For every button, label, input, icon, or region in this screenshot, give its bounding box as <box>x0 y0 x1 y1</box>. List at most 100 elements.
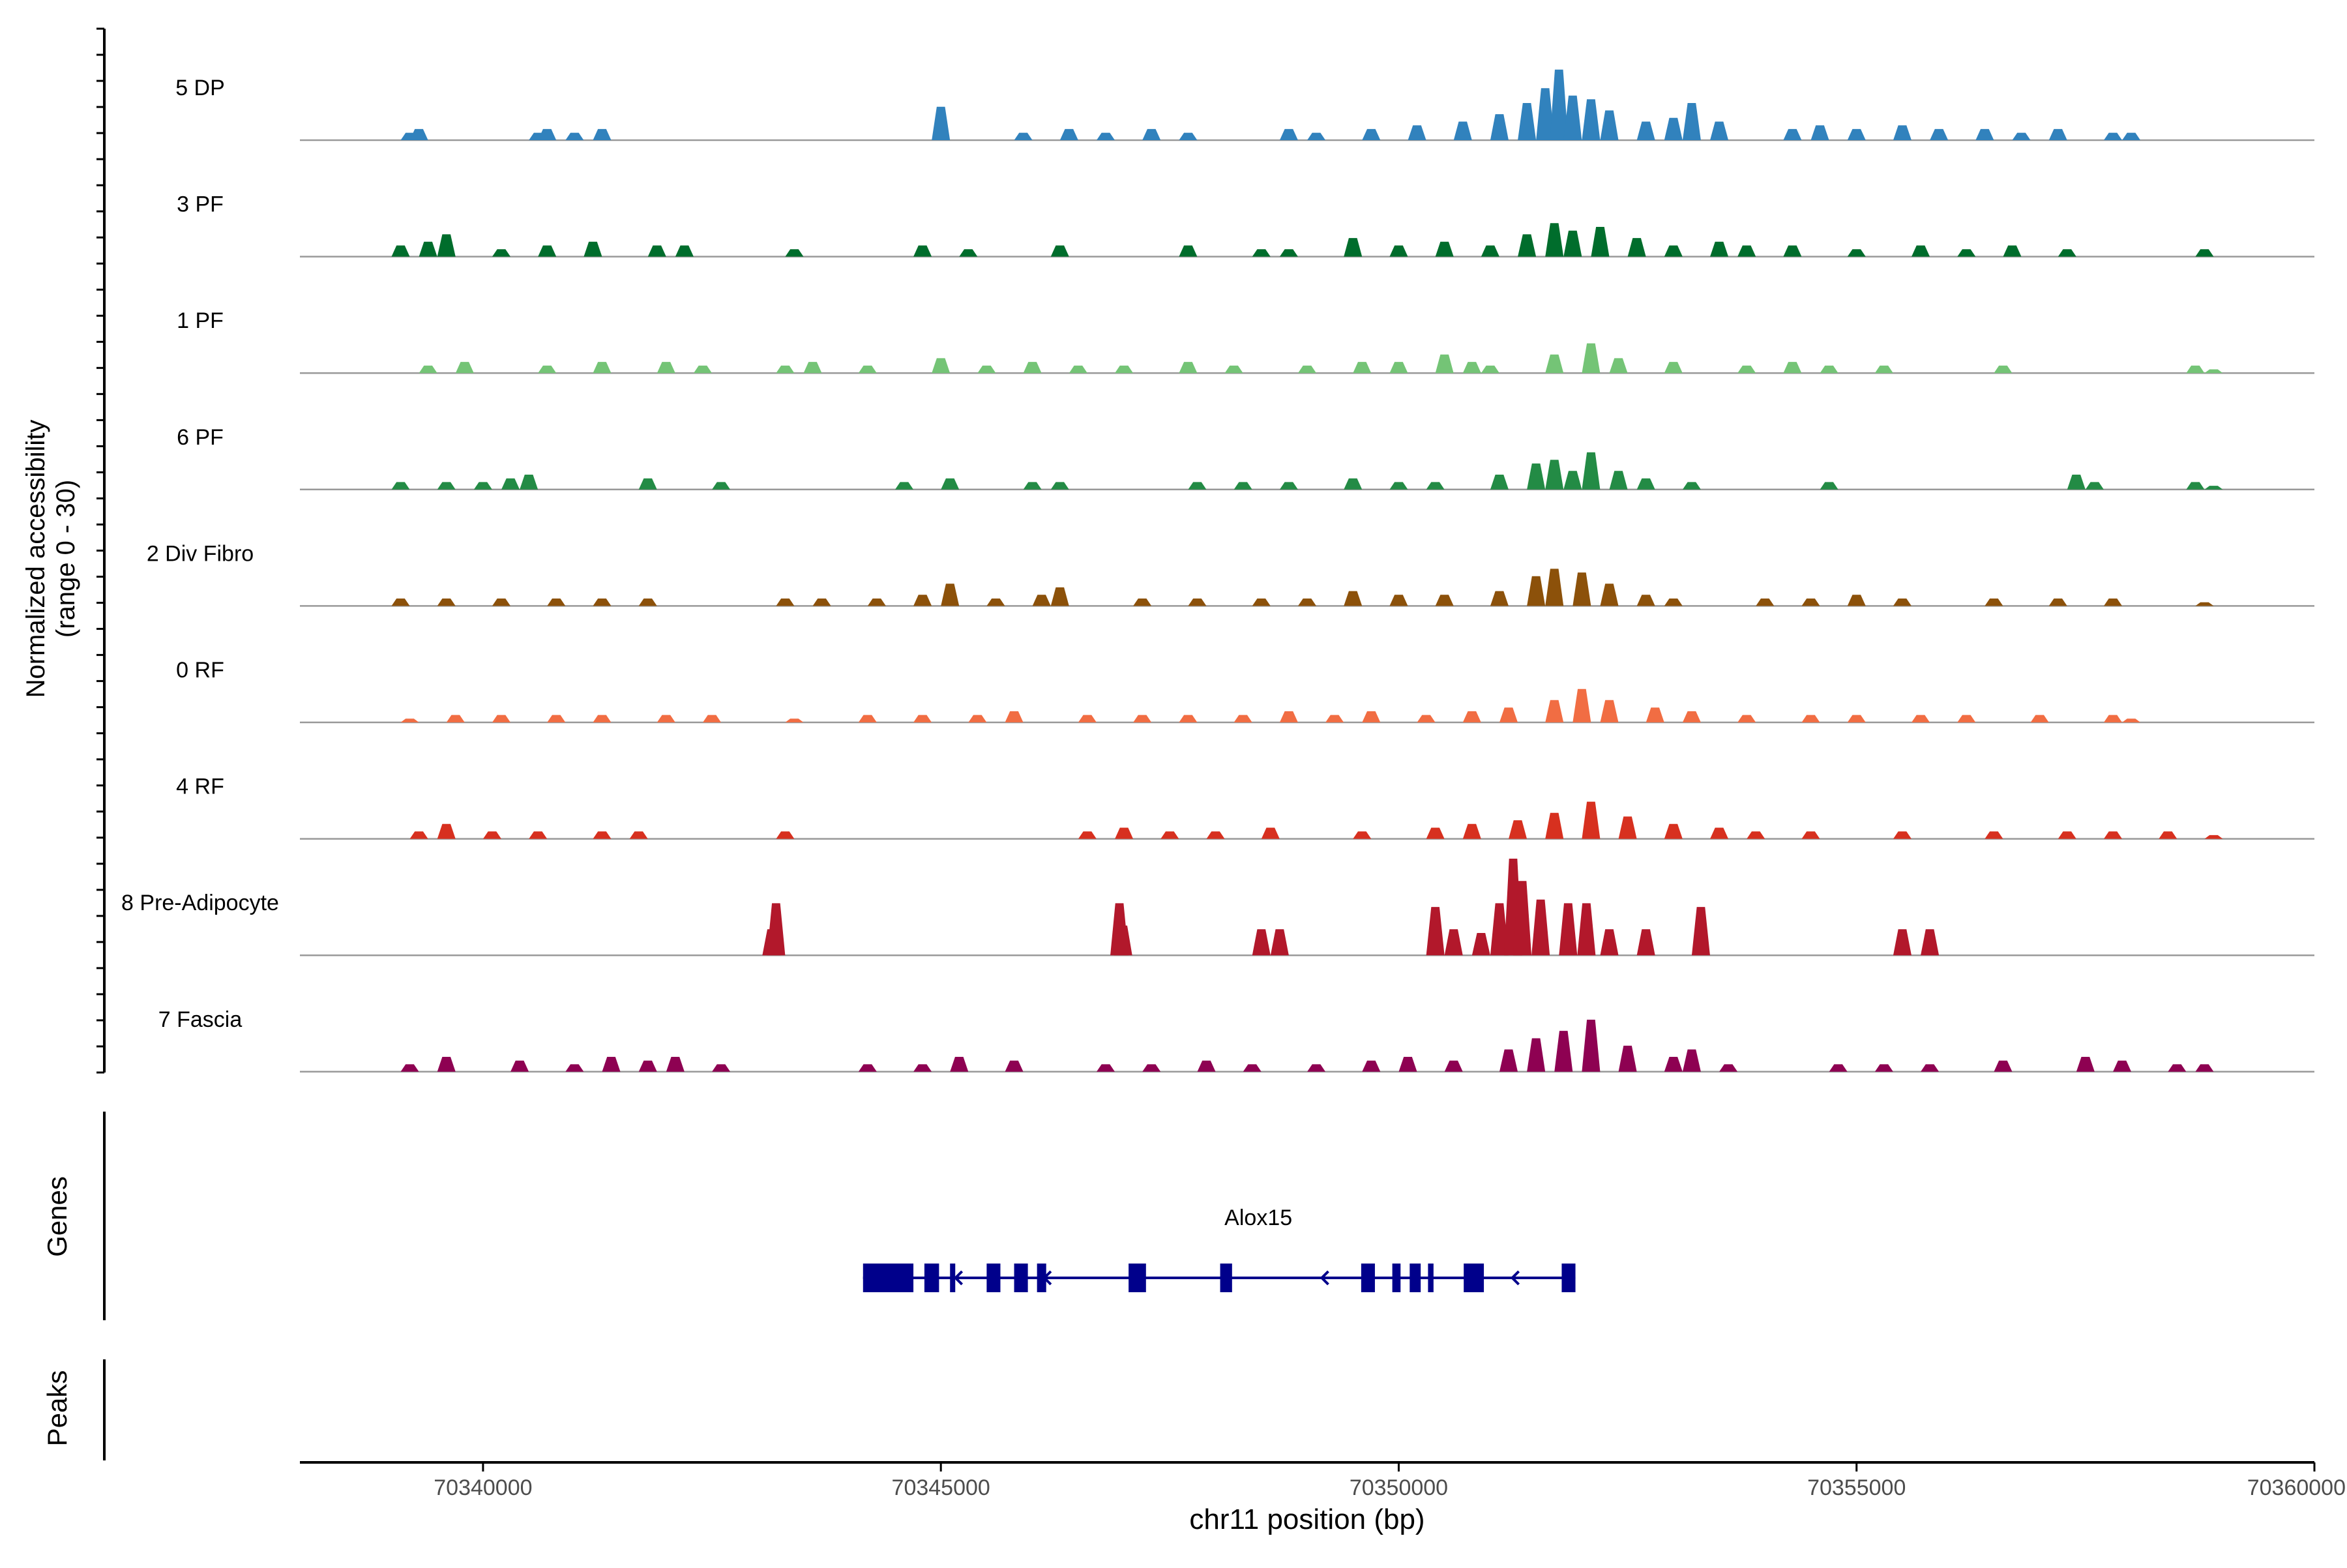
coverage-peak <box>1545 569 1564 606</box>
coverage-peak <box>1582 343 1601 374</box>
coverage-peak <box>2003 245 2022 257</box>
coverage-peak <box>1737 245 1756 257</box>
coverage-peak <box>1453 121 1472 140</box>
coverage-peak <box>785 718 804 722</box>
coverage-peak <box>2113 1060 2132 1072</box>
x-tick-label: 70345000 <box>892 1475 990 1500</box>
coverage-peak <box>1563 230 1582 257</box>
coverage-peak <box>1298 599 1316 606</box>
coverage-peak <box>1398 1057 1417 1072</box>
track-label: 1 PF <box>177 308 224 333</box>
coverage-peak <box>1005 1060 1024 1072</box>
coverage-peak <box>1298 365 1316 374</box>
coverage-peak <box>473 482 492 490</box>
coverage-peak <box>437 823 456 839</box>
coverage-peak <box>941 478 960 490</box>
coverage-peak <box>1353 831 1372 839</box>
strand-arrow <box>1510 1270 1520 1286</box>
coverage-peak <box>1957 249 1976 257</box>
coverage-peak <box>703 715 722 722</box>
coverage-peak <box>1930 128 1949 140</box>
coverage-peak <box>950 1057 969 1072</box>
coverage-peak <box>785 249 804 257</box>
coverage-tracks: 5 DP 3 PF 1 PF 6 PF 2 Div Fibro 0 RF 4 RF 8 Pre… <box>121 69 2314 1073</box>
coverage-peak <box>1912 245 1930 257</box>
coverage-peak <box>1664 245 1683 257</box>
coverage-peak <box>1481 245 1499 257</box>
coverage-peak <box>492 715 510 722</box>
coverage-peak <box>1664 117 1683 140</box>
track-8-pre-adipocyte: 8 Pre-Adipocyte <box>121 859 2314 956</box>
coverage-peak <box>1279 128 1298 140</box>
strand-arrow <box>953 1270 964 1286</box>
coverage-peak <box>895 482 913 490</box>
coverage-peak <box>1307 1064 1326 1072</box>
coverage-peak <box>1142 1064 1161 1072</box>
x-axis: 70340000 70345000 70350000 70355000 70360000 <box>300 1461 2346 1500</box>
coverage-peak <box>1847 715 1866 722</box>
coverage-peak <box>1747 831 1765 839</box>
coverage-peak <box>1545 460 1564 490</box>
coverage-peak <box>1188 599 1207 606</box>
coverage-peak <box>1389 362 1408 374</box>
coverage-peak <box>419 241 437 257</box>
gene-exon <box>950 1264 956 1292</box>
coverage-peak <box>1572 688 1591 722</box>
coverage-peak <box>520 475 539 490</box>
coverage-peak <box>867 599 886 606</box>
coverage-peak <box>1600 110 1619 140</box>
coverage-peak <box>593 362 612 374</box>
coverage-peak <box>1279 249 1298 257</box>
coverage-peak <box>1499 1049 1518 1072</box>
coverage-peak <box>2067 475 2086 490</box>
coverage-peak <box>2159 831 2177 839</box>
coverage-peak <box>1536 88 1555 140</box>
coverage-peak <box>1133 599 1152 606</box>
coverage-peak <box>1097 132 1115 140</box>
coverage-peak <box>986 599 1005 606</box>
coverage-peak <box>1691 907 1710 956</box>
coverage-peak <box>1252 929 1271 956</box>
coverage-peak <box>1197 1060 1216 1072</box>
coverage-peak <box>858 365 877 374</box>
coverage-peak <box>1023 482 1042 490</box>
x-tick-label: 70340000 <box>434 1475 532 1500</box>
coverage-peak <box>1188 482 1207 490</box>
coverage-peak <box>1133 715 1152 722</box>
coverage-peak <box>1444 1060 1463 1072</box>
coverage-peak <box>932 358 951 374</box>
coverage-peak <box>1627 238 1646 257</box>
coverage-peak <box>1636 121 1655 140</box>
coverage-peak <box>1682 711 1701 722</box>
coverage-peak <box>1527 1038 1546 1072</box>
coverage-peak <box>1362 1060 1381 1072</box>
coverage-peak <box>446 715 465 722</box>
coverage-peak <box>2204 835 2223 839</box>
coverage-peak <box>1005 711 1024 722</box>
coverage-peak <box>1582 801 1601 839</box>
gene-exon <box>1129 1264 1146 1292</box>
coverage-peak <box>391 482 410 490</box>
coverage-peak <box>1847 249 1866 257</box>
coverage-peak <box>391 245 410 257</box>
coverage-peak <box>1179 715 1198 722</box>
track-label: 7 Fascia <box>158 1007 243 1032</box>
coverage-peak <box>1646 707 1664 722</box>
coverage-peak <box>1874 365 1893 374</box>
coverage-peak <box>1719 1064 1738 1072</box>
coverage-peak <box>1462 362 1481 374</box>
gene-exon <box>1392 1264 1401 1292</box>
track-2-div-fibro: 2 Div Fibro <box>147 541 2314 607</box>
coverage-peak <box>1545 223 1564 257</box>
x-axis-label: chr11 position (bp) <box>1189 1503 1424 1535</box>
gene-exon <box>1464 1264 1484 1292</box>
coverage-peak <box>565 132 584 140</box>
coverage-peak <box>1801 599 1820 606</box>
coverage-peak <box>1985 831 2003 839</box>
coverage-peak <box>977 365 996 374</box>
coverage-peak <box>1783 128 1802 140</box>
coverage-peak <box>602 1057 621 1072</box>
track-0-rf: 0 RF <box>176 658 2314 724</box>
coverage-peak <box>2104 831 2122 839</box>
y-axis-label: Normalized accessibility <box>22 420 50 698</box>
